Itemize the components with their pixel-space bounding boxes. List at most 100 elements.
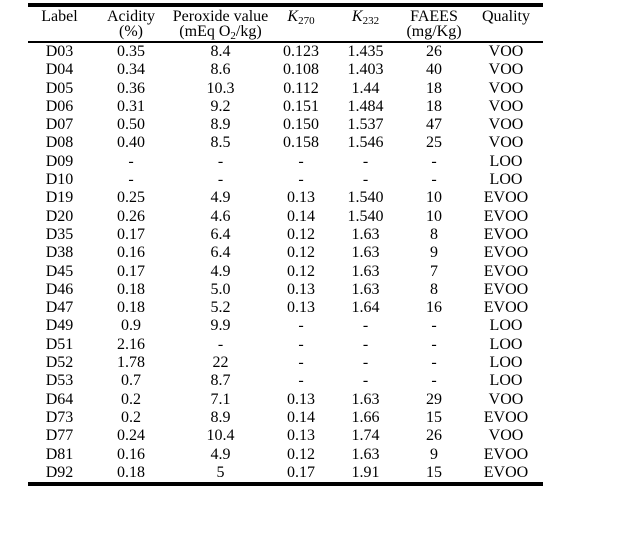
- cell-label: D77: [45, 427, 74, 445]
- cell-k232: 1.63: [351, 244, 380, 262]
- cell-quality: LOO: [489, 152, 523, 170]
- cell-acidity: 1.78: [117, 354, 145, 372]
- cell-label: D19: [45, 189, 74, 207]
- cell-k232: -: [362, 152, 369, 170]
- cell-peroxide: 9.2: [210, 97, 231, 115]
- cell-acidity: 0.40: [117, 134, 145, 152]
- cell-quality: EVOO: [483, 262, 529, 280]
- cell-faees: 18: [426, 97, 442, 115]
- cell-faees: 9: [430, 244, 438, 262]
- cell-quality: EVOO: [483, 207, 529, 225]
- table-row: D35 0.17 6.4 0.12 1.63 8 EVOO: [28, 226, 543, 244]
- table-row: D04 0.34 8.6 0.108 1.403 40 VOO: [28, 61, 543, 79]
- cell-peroxide: 4.9: [210, 445, 231, 463]
- cell-quality: LOO: [489, 335, 523, 353]
- column-header-quality: Quality: [469, 5, 543, 42]
- table-body: D03 0.35 8.4 0.123 1.435 26 VOO D04 0.34 8.6 0.108…: [28, 42, 543, 484]
- table-caption: olive oil samples and their physicochemi…: [0, 492, 640, 534]
- cell-label: D20: [45, 207, 74, 225]
- cell-acidity: 0.36: [117, 79, 145, 97]
- cell-label: D10: [45, 171, 74, 189]
- header-title: K270: [287, 8, 315, 27]
- cell-peroxide: -: [217, 335, 224, 353]
- cell-peroxide: 8.5: [210, 134, 231, 152]
- cell-faees: 29: [426, 390, 442, 408]
- cell-quality: EVOO: [483, 463, 529, 481]
- cell-peroxide: 5.2: [210, 299, 231, 317]
- cell-k270: -: [298, 317, 304, 335]
- cell-quality: LOO: [489, 171, 523, 189]
- cell-k270: 0.13: [287, 427, 315, 445]
- cell-quality: VOO: [488, 134, 524, 152]
- cell-k270: -: [298, 171, 304, 189]
- cell-k270: 0.13: [287, 390, 315, 408]
- table-row: D07 0.50 8.9 0.150 1.537 47 VOO: [28, 116, 543, 134]
- table-row: D52 1.78 22 - - - LOO: [28, 354, 543, 372]
- cell-acidity: 0.50: [117, 116, 145, 134]
- cell-k232: 1.44: [351, 79, 380, 97]
- column-header-k270: K270: [270, 5, 332, 42]
- table-row: D09 - - - - - LOO: [28, 153, 543, 171]
- cell-k270: 0.14: [287, 207, 315, 225]
- cell-k270: 0.12: [287, 225, 315, 243]
- cell-k270: 0.12: [287, 445, 315, 463]
- cell-label: D38: [45, 244, 74, 262]
- cell-acidity: 0.18: [117, 463, 145, 481]
- cell-peroxide: 6.4: [210, 244, 231, 262]
- cell-peroxide: 8.9: [210, 408, 231, 426]
- cell-label: D03: [45, 43, 74, 60]
- cell-peroxide: -: [217, 171, 224, 189]
- cell-faees: 25: [426, 134, 442, 152]
- cell-quality: VOO: [488, 61, 524, 79]
- cell-acidity: 0.16: [117, 244, 145, 262]
- cell-k232: 1.484: [347, 97, 384, 115]
- cell-faees: -: [431, 335, 437, 353]
- cell-acidity: 0.25: [117, 189, 145, 207]
- cell-quality: LOO: [489, 372, 523, 390]
- cell-k270: 0.112: [283, 79, 319, 97]
- cell-peroxide: 5: [216, 463, 225, 481]
- table-row: D77 0.24 10.4 0.13 1.74 26 VOO: [28, 427, 543, 445]
- header-title: Peroxide value: [172, 8, 269, 25]
- cell-faees: -: [431, 317, 437, 335]
- cell-k232: 1.63: [351, 280, 380, 298]
- header-title: FAEES: [410, 8, 458, 25]
- cell-peroxide: 6.4: [210, 225, 231, 243]
- cell-peroxide: 5.0: [210, 280, 231, 298]
- cell-k232: -: [362, 335, 369, 353]
- cell-faees: -: [431, 372, 437, 390]
- table-row: D46 0.18 5.0 0.13 1.63 8 EVOO: [28, 281, 543, 299]
- cell-quality: EVOO: [483, 244, 529, 262]
- table-row: D38 0.16 6.4 0.12 1.63 9 EVOO: [28, 244, 543, 262]
- cell-quality: EVOO: [483, 299, 529, 317]
- cell-label: D08: [45, 134, 74, 152]
- cell-acidity: -: [128, 171, 134, 189]
- column-header-faees: FAEES (mg/Kg): [399, 5, 469, 42]
- column-header-k232: K232: [332, 5, 399, 42]
- cell-faees: 9: [430, 445, 438, 463]
- cell-acidity: 0.24: [117, 427, 145, 445]
- cell-faees: 8: [430, 225, 438, 243]
- cell-k232: 1.537: [347, 116, 384, 134]
- cell-peroxide: 10.3: [206, 79, 235, 97]
- cell-acidity: 0.34: [117, 61, 145, 79]
- cell-faees: 10: [426, 207, 442, 225]
- cell-k232: 1.435: [347, 43, 384, 60]
- cell-quality: VOO: [488, 427, 524, 445]
- cell-k270: 0.13: [287, 189, 315, 207]
- cell-k232: 1.74: [351, 427, 380, 445]
- cell-label: D45: [45, 262, 74, 280]
- cell-k232: 1.403: [347, 61, 384, 79]
- table-row: D64 0.2 7.1 0.13 1.63 29 VOO: [28, 391, 543, 409]
- cell-quality: EVOO: [483, 445, 529, 463]
- table-row: D06 0.31 9.2 0.151 1.484 18 VOO: [28, 98, 543, 116]
- cell-k270: -: [298, 152, 304, 170]
- cell-label: D47: [45, 299, 74, 317]
- cell-k232: 1.546: [347, 134, 384, 152]
- column-header-peroxide-value: Peroxide value (mEq O2/kg): [171, 5, 270, 42]
- cell-k232: -: [362, 171, 369, 189]
- cell-faees: 8: [430, 280, 438, 298]
- cell-peroxide: 8.6: [210, 61, 231, 79]
- header-unit: (mg/Kg): [406, 23, 462, 40]
- cell-label: D46: [45, 280, 74, 298]
